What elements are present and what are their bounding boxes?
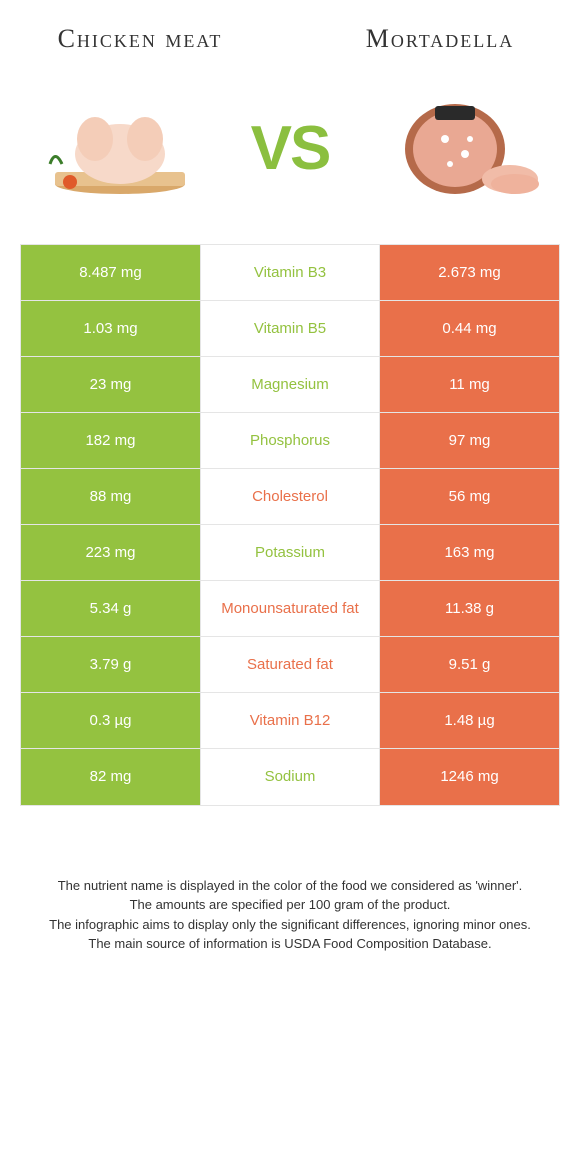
- table-row: 223 mgPotassium163 mg: [21, 525, 559, 581]
- title-left: Chicken meat: [40, 25, 240, 54]
- right-value-cell: 2.673 mg: [379, 245, 559, 300]
- footer-line: The nutrient name is displayed in the co…: [30, 876, 550, 896]
- footer-notes: The nutrient name is displayed in the co…: [30, 876, 550, 954]
- comparison-table: 8.487 mgVitamin B32.673 mg1.03 mgVitamin…: [20, 244, 560, 806]
- nutrient-label: Sodium: [201, 749, 379, 805]
- right-value-cell: 163 mg: [379, 525, 559, 580]
- nutrient-label: Vitamin B12: [201, 693, 379, 748]
- left-value-cell: 23 mg: [21, 357, 201, 412]
- left-value-cell: 82 mg: [21, 749, 201, 805]
- left-value-cell: 5.34 g: [21, 581, 201, 636]
- nutrient-label: Monounsaturated fat: [201, 581, 379, 636]
- right-value-cell: 9.51 g: [379, 637, 559, 692]
- table-row: 0.3 µgVitamin B121.48 µg: [21, 693, 559, 749]
- nutrient-label: Vitamin B3: [201, 245, 379, 300]
- table-row: 182 mgPhosphorus97 mg: [21, 413, 559, 469]
- right-value-cell: 1246 mg: [379, 749, 559, 805]
- table-row: 23 mgMagnesium11 mg: [21, 357, 559, 413]
- nutrient-label: Phosphorus: [201, 413, 379, 468]
- nutrient-label: Potassium: [201, 525, 379, 580]
- left-value-cell: 8.487 mg: [21, 245, 201, 300]
- table-row: 88 mgCholesterol56 mg: [21, 469, 559, 525]
- left-value-cell: 223 mg: [21, 525, 201, 580]
- footer-line: The amounts are specified per 100 gram o…: [30, 895, 550, 915]
- chicken-image: [40, 94, 200, 204]
- vs-label: VS: [251, 113, 330, 184]
- right-value-cell: 0.44 mg: [379, 301, 559, 356]
- table-row: 82 mgSodium1246 mg: [21, 749, 559, 805]
- nutrient-label: Cholesterol: [201, 469, 379, 524]
- left-value-cell: 182 mg: [21, 413, 201, 468]
- nutrient-label: Magnesium: [201, 357, 379, 412]
- right-value-cell: 11.38 g: [379, 581, 559, 636]
- left-value-cell: 0.3 µg: [21, 693, 201, 748]
- table-row: 5.34 gMonounsaturated fat11.38 g: [21, 581, 559, 637]
- left-value-cell: 3.79 g: [21, 637, 201, 692]
- vs-row: VS: [0, 64, 580, 244]
- left-value-cell: 88 mg: [21, 469, 201, 524]
- left-value-cell: 1.03 mg: [21, 301, 201, 356]
- right-value-cell: 11 mg: [379, 357, 559, 412]
- table-row: 8.487 mgVitamin B32.673 mg: [21, 245, 559, 301]
- nutrient-label: Vitamin B5: [201, 301, 379, 356]
- right-value-cell: 56 mg: [379, 469, 559, 524]
- title-right: Mortadella: [340, 25, 540, 54]
- nutrient-label: Saturated fat: [201, 637, 379, 692]
- table-row: 1.03 mgVitamin B50.44 mg: [21, 301, 559, 357]
- right-value-cell: 1.48 µg: [379, 693, 559, 748]
- right-value-cell: 97 mg: [379, 413, 559, 468]
- footer-line: The infographic aims to display only the…: [30, 915, 550, 935]
- mortadella-image: [380, 94, 540, 204]
- table-row: 3.79 gSaturated fat9.51 g: [21, 637, 559, 693]
- footer-line: The main source of information is USDA F…: [30, 934, 550, 954]
- header: Chicken meat Mortadella: [0, 0, 580, 64]
